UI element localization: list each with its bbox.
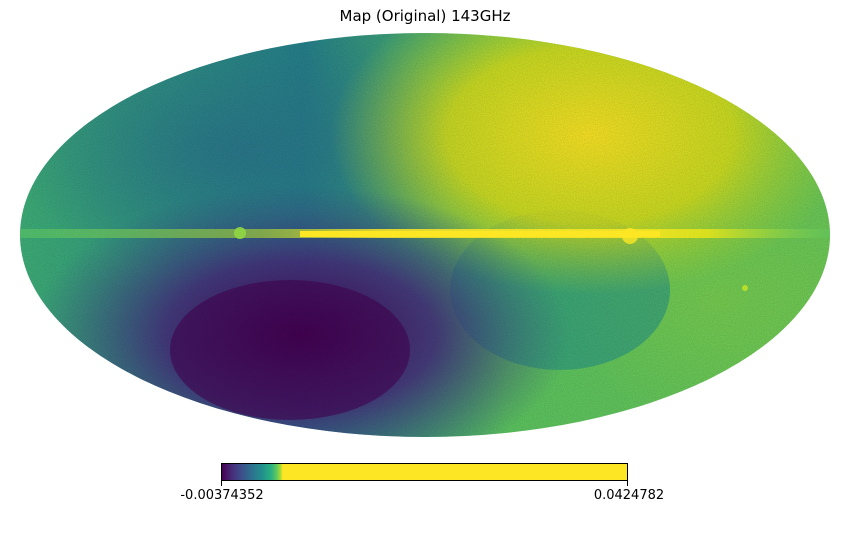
bright-source [742, 285, 748, 291]
colorbar [221, 463, 628, 481]
bright-source [622, 228, 638, 244]
colorbar-tick-max [627, 481, 628, 486]
colorbar-max-label: 0.0424782 [593, 488, 665, 503]
bright-source [234, 227, 246, 239]
colorbar-min-label: -0.00374352 [180, 488, 264, 503]
map-content [20, 33, 830, 437]
colorbar-tick-min [221, 481, 222, 486]
map-title: Map (Original) 143GHz [339, 7, 511, 25]
galactic-plane-bright [300, 231, 660, 237]
